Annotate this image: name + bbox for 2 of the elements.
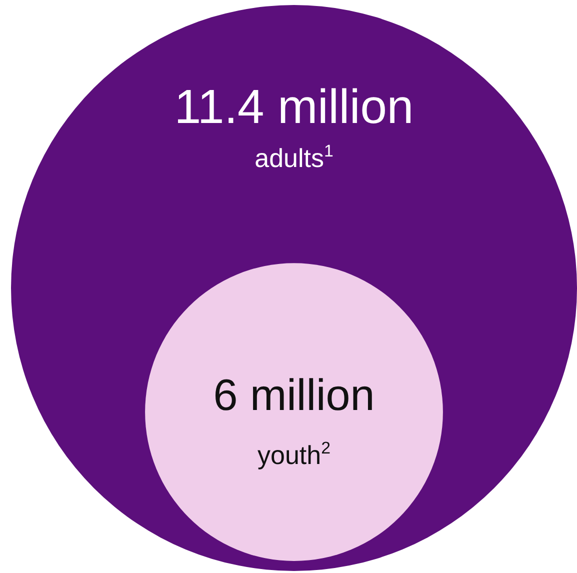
data-label: 11.4 million xyxy=(174,81,414,134)
data-label: 6 million xyxy=(213,371,375,420)
